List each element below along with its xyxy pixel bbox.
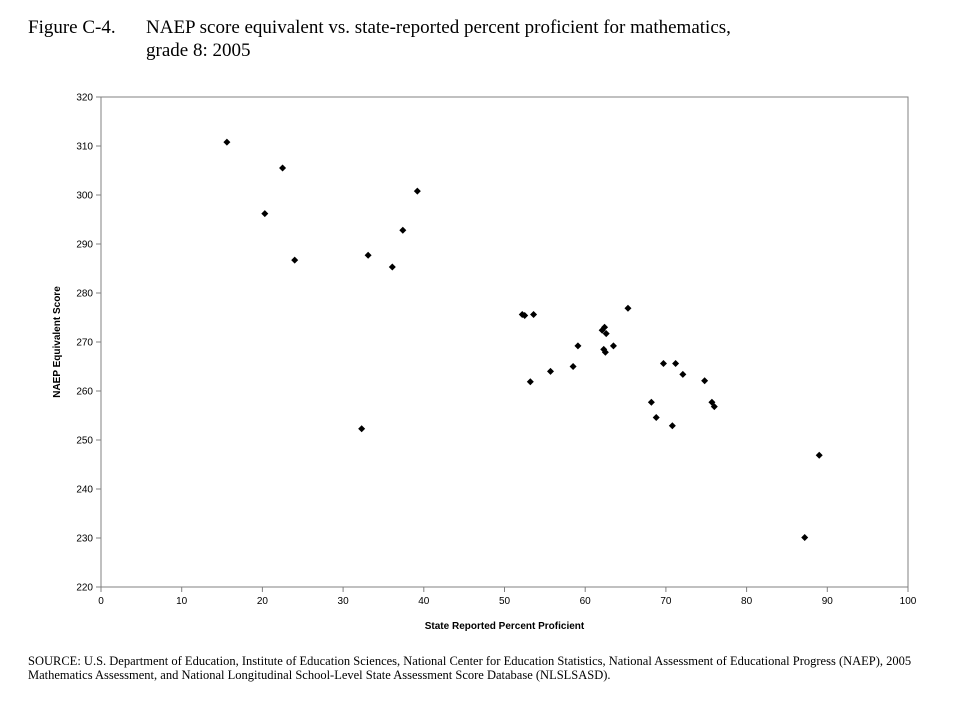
x-tick-label: 80 — [741, 596, 753, 607]
figure-title-line1: NAEP score equivalent vs. state-reported… — [146, 17, 731, 38]
data-point — [358, 425, 366, 433]
data-point — [546, 367, 554, 375]
data-point — [399, 226, 407, 234]
data-point — [279, 164, 287, 172]
data-point — [668, 422, 676, 430]
x-tick-label: 70 — [660, 596, 672, 607]
data-point — [815, 451, 823, 459]
data-point — [659, 360, 667, 368]
data-point — [521, 312, 529, 320]
y-axis-title: NAEP Equivalent Score — [52, 286, 63, 398]
data-point — [526, 378, 534, 386]
x-axis-title: State Reported Percent Proficient — [425, 621, 585, 632]
figure-label: Figure C-4. — [28, 17, 116, 38]
data-point — [701, 377, 709, 385]
y-tick-label: 300 — [76, 191, 93, 202]
data-point — [530, 311, 538, 319]
data-point — [652, 413, 660, 421]
data-point — [601, 323, 609, 331]
data-point — [261, 210, 269, 218]
x-tick-label: 40 — [418, 596, 430, 607]
y-tick-label: 270 — [76, 338, 93, 349]
x-tick-label: 60 — [580, 596, 592, 607]
data-point — [647, 398, 655, 406]
source-note: SOURCE: U.S. Department of Education, In… — [28, 654, 912, 682]
data-point — [574, 342, 582, 350]
y-tick-label: 250 — [76, 436, 93, 447]
y-tick-label: 240 — [76, 485, 93, 496]
y-tick-label: 260 — [76, 387, 93, 398]
x-axis: 0 10 20 30 40 50 60 70 80 90 100 — [98, 587, 917, 607]
data-points — [223, 138, 823, 542]
x-tick-label: 20 — [257, 596, 269, 607]
data-point — [710, 403, 718, 411]
y-tick-label: 290 — [76, 240, 93, 251]
data-point — [388, 263, 396, 271]
x-tick-label: 100 — [900, 596, 917, 607]
x-tick-label: 0 — [98, 596, 104, 607]
data-point — [291, 256, 299, 264]
data-point — [569, 363, 577, 370]
data-point — [602, 330, 610, 338]
data-point — [413, 187, 421, 195]
y-tick-label: 280 — [76, 289, 93, 300]
data-point — [801, 534, 809, 542]
figure-title-line2: grade 8: 2005 — [146, 40, 251, 61]
x-tick-label: 10 — [176, 596, 188, 607]
data-point — [601, 348, 609, 356]
x-tick-label: 30 — [338, 596, 350, 607]
y-tick-label: 320 — [76, 93, 93, 104]
data-point — [223, 138, 231, 146]
y-axis: 220 230 240 250 260 270 280 290 300 310 320 — [76, 93, 101, 594]
y-tick-label: 310 — [76, 142, 93, 153]
data-point — [609, 342, 617, 350]
data-point — [672, 360, 680, 368]
x-tick-label: 50 — [499, 596, 511, 607]
y-tick-label: 230 — [76, 534, 93, 545]
x-tick-label: 90 — [822, 596, 834, 607]
data-point — [624, 304, 632, 312]
data-point — [364, 251, 372, 259]
plot-area — [100, 96, 909, 588]
data-point — [679, 370, 687, 378]
y-tick-label: 220 — [76, 583, 93, 594]
figure-caption: Figure C-4. NAEP score equivalent vs. sta… — [28, 16, 948, 62]
